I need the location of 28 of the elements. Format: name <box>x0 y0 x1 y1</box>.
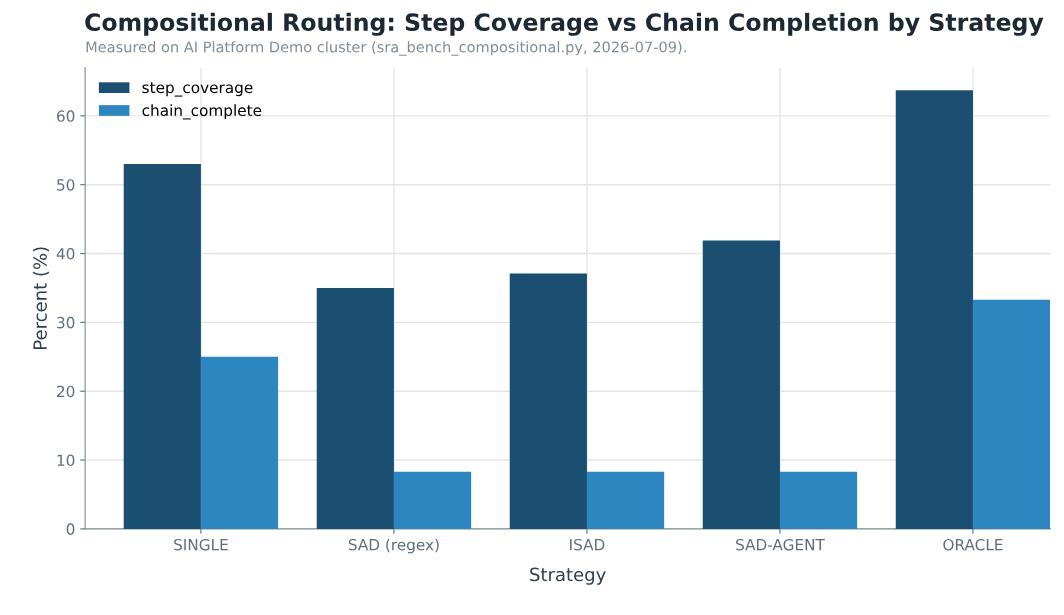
y-tick-label: 50 <box>57 179 75 191</box>
bar <box>200 356 279 529</box>
y-axis-title: Percent (%) <box>32 247 50 349</box>
legend-label: step_coverage <box>142 82 253 97</box>
y-tick-label: 10 <box>57 454 75 467</box>
bar <box>702 240 780 529</box>
bar <box>393 471 472 529</box>
bar <box>895 90 973 529</box>
bar <box>972 299 1051 529</box>
y-tick-label: 0 <box>66 523 75 535</box>
x-tick-label: SINGLE <box>174 538 228 551</box>
y-tick-label: 40 <box>56 247 75 260</box>
chart-subtitle: Measured on AI Platform Demo cluster (sra_bench_compositional.py, 2026-07-09). <box>86 41 686 56</box>
bar <box>316 287 394 529</box>
chart-title: Compositional Routing: Step Coverage vs Chain Completion by Strategy <box>85 12 1044 36</box>
y-tick-label: 30 <box>57 316 75 329</box>
x-axis-title: Strategy <box>530 567 606 585</box>
bar <box>586 471 665 529</box>
x-tick-label: ORACLE <box>943 538 1003 551</box>
bar <box>779 471 858 529</box>
legend-label: chain_complete <box>142 104 262 120</box>
y-tick-label: 20 <box>57 385 75 398</box>
x-tick-label: SAD (regex) <box>348 538 439 554</box>
x-tick-label: ISAD <box>570 538 605 551</box>
bar <box>123 164 201 529</box>
bar <box>509 273 587 529</box>
x-tick-label: SAD-AGENT <box>736 538 825 551</box>
y-tick-label: 60 <box>57 110 75 122</box>
